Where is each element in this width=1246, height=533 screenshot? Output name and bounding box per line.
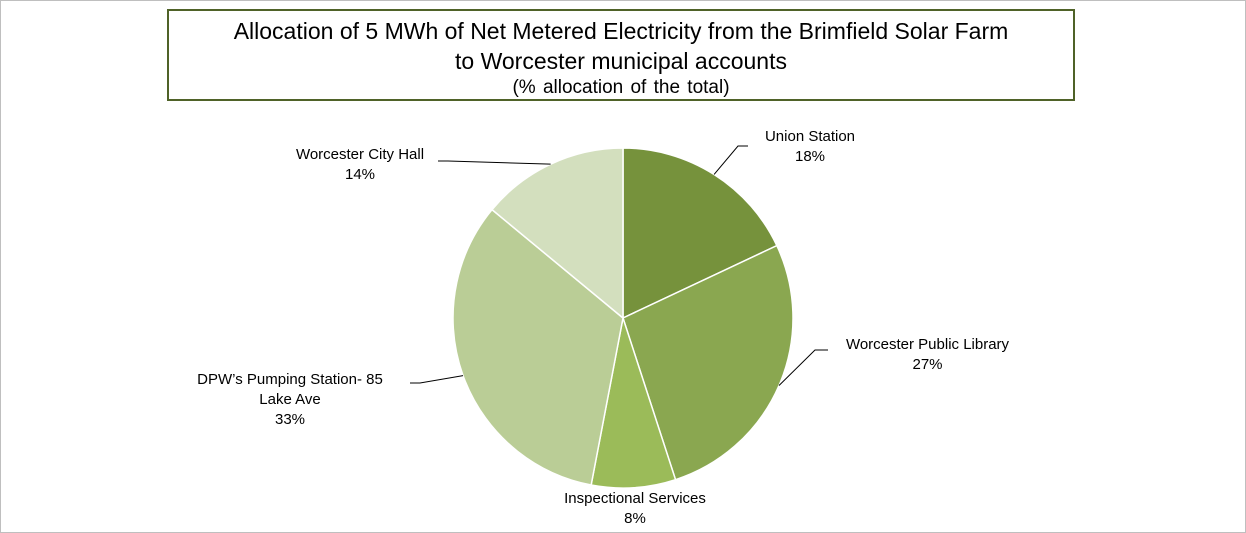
chart-title-line-1: Allocation of 5 MWh of Net Metered Elect… xyxy=(233,18,1009,44)
chart-subtitle: (% allocation of the total) xyxy=(512,77,730,98)
leader-worcester-city-hall xyxy=(438,160,551,165)
label-dpw-pumping-station: DPW’s Pumping Station- 85 Lake Ave 33% xyxy=(197,371,383,428)
chart-title-line-2: to Worcester municipal accounts xyxy=(455,48,787,74)
slice-worcester-public-library xyxy=(622,244,794,481)
label-worcester-public-library: Worcester Public Library 27% xyxy=(845,336,1010,373)
label-inspectional-services: Inspectional Services 8% xyxy=(564,490,706,527)
label-union-station: Union Station 18% xyxy=(764,128,856,165)
label-worcester-city-hall: Worcester City Hall 14% xyxy=(295,146,425,183)
leader-worcester-public-library xyxy=(778,349,828,386)
leader-union-station xyxy=(713,145,748,175)
leader-dpw-pumping-station xyxy=(410,375,464,384)
slice-dpw-pumping-station xyxy=(452,208,624,486)
chart-title-box: Allocation of 5 MWh of Net Metered Elect… xyxy=(167,9,1075,101)
slice-worcester-city-hall xyxy=(490,147,624,320)
